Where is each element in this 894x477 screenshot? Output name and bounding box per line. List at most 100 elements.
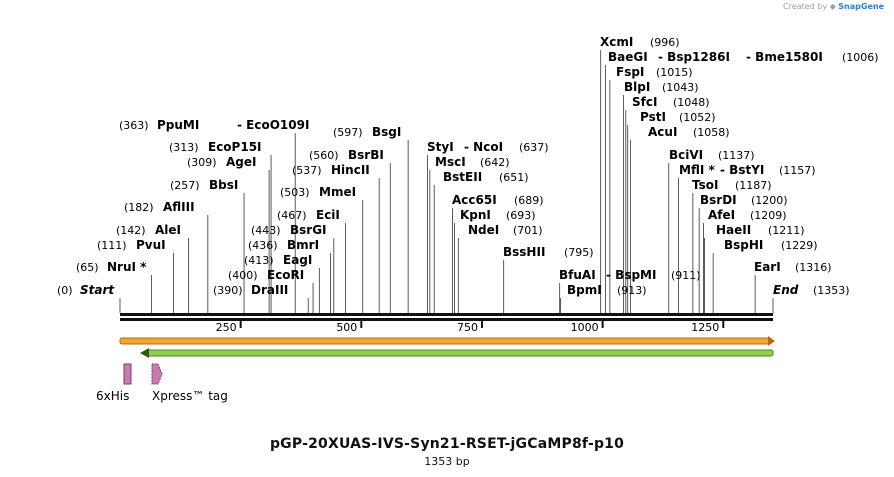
site-pos: (651) [499,171,529,184]
site-name[interactable]: BbsI [209,178,238,192]
ruler-tick-label: 500 [336,321,357,334]
plasmid-map[interactable]: (0) Start End (1353) 250 500 750 1000 1250 (… [0,0,894,430]
site-name[interactable]: HaeII [716,223,751,237]
ruler-tick-label: 1000 [571,321,599,334]
site-pos: (637) [519,141,549,154]
site-name[interactable]: KpnI [460,208,491,222]
site-pos: (1043) [662,81,699,94]
site-pos: (443) [251,224,281,237]
site-name[interactable]: SfcI [632,95,657,109]
site-name[interactable]: FspI [616,65,644,79]
site-name[interactable]: EcoRI [267,268,304,282]
6xhis-feature-icon[interactable] [123,363,132,385]
site-pos: (467) [277,209,307,222]
site-name-secondary[interactable]: - BspMI [606,268,656,282]
site-pos: (1211) [768,224,805,237]
site-name[interactable]: AfeI [708,208,735,222]
site-pos: (313) [169,141,199,154]
site-name[interactable]: EciI [316,208,340,222]
site-name[interactable]: BsrBI [348,148,384,162]
site-name[interactable]: BmrI [287,238,319,252]
site-name[interactable]: HincII [331,163,370,177]
site-pos: (1209) [750,209,787,222]
feature-label-6xhis: 6xHis [96,389,129,403]
site-name[interactable]: NruI * [107,260,147,274]
site-name[interactable]: MflI * [679,163,715,177]
site-pos: (689) [514,194,544,207]
site-name[interactable]: PstI [640,110,666,124]
site-name[interactable]: BlpI [624,80,650,94]
site-name-secondary[interactable]: - NcoI [464,140,503,154]
site-name[interactable]: DraIII [251,283,288,297]
site-pos: (1316) [795,261,832,274]
site-pos: (1048) [673,96,710,109]
site-pos: (436) [248,239,278,252]
end-label: End [773,283,799,297]
site-name[interactable]: NdeI [468,223,499,237]
backbone-strand-bottom [120,318,773,321]
site-name[interactable]: BfuAI [559,268,596,282]
site-name[interactable]: AflIII [163,200,195,214]
start-label: Start [80,283,115,297]
site-pos: (1229) [781,239,818,252]
site-name[interactable]: XcmI [600,35,633,49]
site-name[interactable]: PvuI [136,238,166,252]
feature-label-xpress: Xpress™ tag [152,389,228,403]
site-pos: (996) [650,36,680,49]
site-name[interactable]: BpmI [567,283,602,297]
site-pos: (693) [506,209,536,222]
site-name[interactable]: BstEII [443,170,482,184]
snapgene-logo-icon: ◆ [829,2,836,11]
site-name[interactable]: EarI [754,260,781,274]
site-pos: (597) [333,126,363,139]
end-pos: (1353) [813,284,850,297]
site-pos: (537) [292,164,322,177]
site-name[interactable]: MscI [435,155,466,169]
site-name[interactable]: AcuI [648,125,677,139]
site-pos: (1157) [779,164,816,177]
site-pos: (1058) [693,126,730,139]
site-name[interactable]: PpuMI [157,118,199,132]
site-leader-lines [119,50,774,313]
site-pos: (1200) [751,194,788,207]
green-feature-arrow[interactable] [146,349,774,357]
site-name[interactable]: BspHI [724,238,763,252]
xpress-tag-feature-icon[interactable] [151,363,163,385]
site-pos: (1015) [656,66,693,79]
backbone-strand-top [120,313,773,316]
orange-arrow-head [768,336,775,346]
credit-brand: SnapGene [838,2,884,11]
site-name-secondary[interactable]: - BstYI [720,163,764,177]
ruler-tick-label: 750 [457,321,478,334]
credit-line: Created by ◆ SnapGene [783,2,884,11]
site-pos: (1137) [718,149,755,162]
site-pos: (1187) [735,179,772,192]
site-name[interactable]: BaeGI [608,50,648,64]
site-name[interactable]: BsrGI [290,223,327,237]
site-pos: (1052) [679,111,716,124]
site-name[interactable]: BsrDI [700,193,737,207]
site-pos: (309) [187,156,217,169]
site-name[interactable]: TsoI [692,178,718,192]
ruler-tick-label: 1250 [691,321,719,334]
site-name[interactable]: EcoP15I [208,140,262,154]
site-pos: (142) [116,224,146,237]
site-name[interactable]: MmeI [319,185,356,199]
site-name[interactable]: Acc65I [452,193,497,207]
site-name[interactable]: AleI [155,223,181,237]
orange-feature-arrow[interactable] [119,337,771,345]
green-arrow-head [140,348,149,358]
site-name-secondary[interactable]: - EcoO109I [237,118,309,132]
site-name-tertiary[interactable]: - Bme1580I [746,50,823,64]
site-pos: (363) [119,119,149,132]
site-name[interactable]: EagI [283,253,312,267]
site-name[interactable]: AgeI [226,155,256,169]
site-name[interactable]: BciVI [669,148,703,162]
site-name[interactable]: StyI [427,140,454,154]
plasmid-name: pGP-20XUAS-IVS-Syn21-RSET-jGCaMP8f-p10 [269,436,625,452]
site-name-secondary[interactable]: - Bsp1286I [658,50,730,64]
site-pos: (390) [213,284,243,297]
site-pos: (911) [671,269,701,282]
site-name[interactable]: BssHII [503,245,545,259]
site-name[interactable]: BsgI [372,125,401,139]
